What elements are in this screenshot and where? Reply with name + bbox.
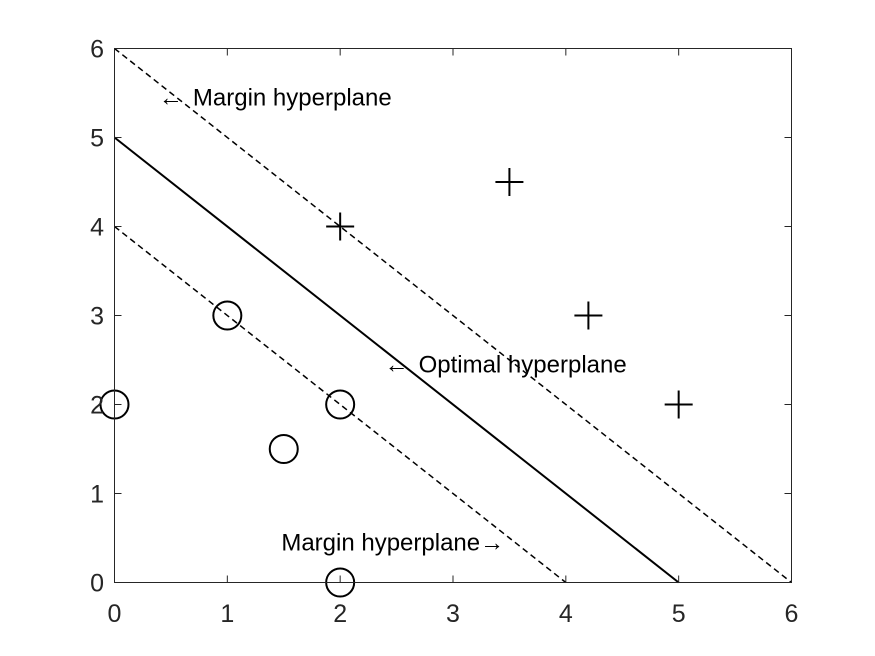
y-tick-label: 4 <box>90 214 104 242</box>
x-tick-label: 0 <box>108 600 122 628</box>
annotation-label: Margin hyperplane <box>281 529 480 556</box>
axis-ticks <box>114 48 792 583</box>
circle-marker <box>268 434 299 464</box>
plus-marker <box>326 212 355 241</box>
annotations: ← Margin hyperplane ← Optimal hyperplane Mar… <box>159 84 627 556</box>
x-tick-label: 4 <box>559 600 573 628</box>
x-tick-label: 6 <box>785 600 799 628</box>
annotation-arrow: → <box>480 529 504 556</box>
hyperplane-lines <box>113 47 792 584</box>
annotation-label: Optimal hyperplane <box>419 351 627 378</box>
annotation-arrow: ← <box>159 84 183 111</box>
y-tick-label: 6 <box>90 36 104 64</box>
annotation-arrow: ← <box>385 351 409 378</box>
circle-marker <box>212 300 243 331</box>
margin-hyperplane-line <box>114 47 792 584</box>
optimal-hyperplane-line <box>113 136 680 584</box>
plus-marker <box>664 390 693 419</box>
plus-marker <box>574 301 603 330</box>
y-tick-label: 0 <box>90 570 104 598</box>
y-tick-label: 3 <box>90 303 104 331</box>
annotation-label: Margin hyperplane <box>193 84 392 111</box>
x-tick-label: 3 <box>446 600 460 628</box>
y-tick-label: 2 <box>90 392 104 420</box>
x-tick-label: 5 <box>672 600 686 628</box>
y-tick-label: 5 <box>90 125 104 153</box>
margin-hyperplane-line <box>114 225 567 584</box>
y-tick-label: 1 <box>90 481 104 509</box>
x-tick-labels: 0 1 2 3 4 5 6 <box>108 600 799 628</box>
circle-marker <box>325 389 356 420</box>
plus-marker <box>495 168 524 196</box>
x-tick-label: 1 <box>220 600 234 628</box>
x-tick-label: 2 <box>333 600 347 628</box>
y-tick-labels: 0 1 2 3 4 5 6 <box>90 36 104 598</box>
